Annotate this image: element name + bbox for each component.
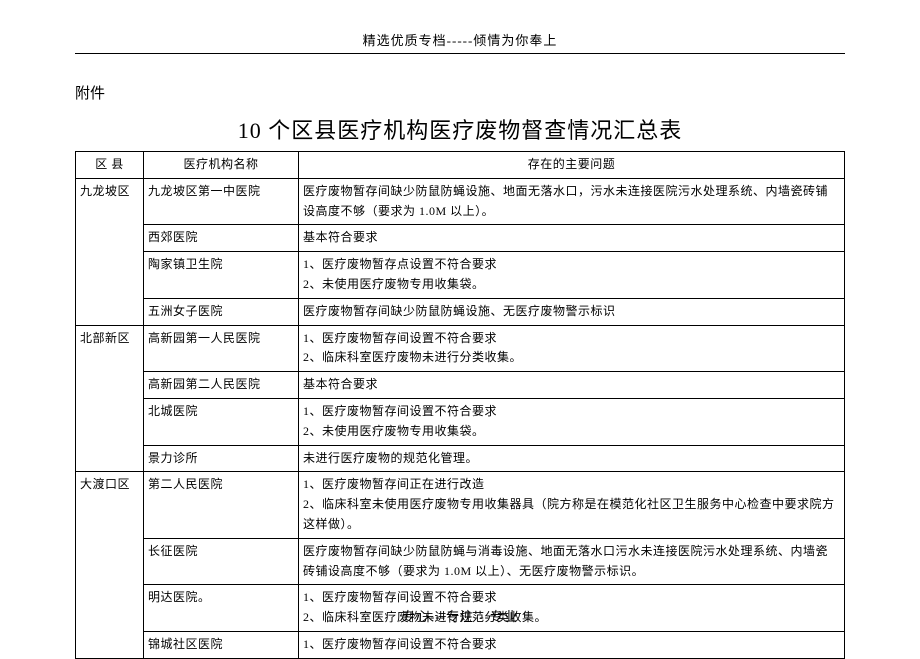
header-divider bbox=[75, 53, 845, 54]
cell-issues: 1、医疗废物暂存点设置不符合要求2、未使用医疗废物专用收集袋。 bbox=[299, 252, 845, 299]
cell-issues: 基本符合要求 bbox=[299, 225, 845, 252]
cell-issues: 1、医疗废物暂存间设置不符合要求 bbox=[299, 631, 845, 658]
cell-issues: 1、医疗废物暂存间正在进行改造2、临床科室未使用医疗废物专用收集器具（院方称是在… bbox=[299, 472, 845, 538]
table-row: 陶家镇卫生院1、医疗废物暂存点设置不符合要求2、未使用医疗废物专用收集袋。 bbox=[76, 252, 845, 299]
cell-hospital: 九龙坡区第一中医院 bbox=[144, 178, 299, 225]
table-row: 景力诊所未进行医疗废物的规范化管理。 bbox=[76, 445, 845, 472]
cell-issues: 基本符合要求 bbox=[299, 372, 845, 399]
cell-district: 九龙坡区 bbox=[76, 178, 144, 325]
cell-issues: 医疗废物暂存间缺少防鼠防蝇设施、无医疗废物警示标识 bbox=[299, 298, 845, 325]
cell-hospital: 高新园第一人民医院 bbox=[144, 325, 299, 372]
page-footer-text: 专心---专注---专业 bbox=[0, 606, 920, 625]
cell-hospital: 西郊医院 bbox=[144, 225, 299, 252]
col-header-hospital: 医疗机构名称 bbox=[144, 152, 299, 179]
col-header-issues: 存在的主要问题 bbox=[299, 152, 845, 179]
table-row: 北城医院1、医疗废物暂存间设置不符合要求2、未使用医疗废物专用收集袋。 bbox=[76, 398, 845, 445]
cell-issues: 医疗废物暂存间缺少防鼠防蝇设施、地面无落水口，污水未连接医院污水处理系统、内墙瓷… bbox=[299, 178, 845, 225]
table-row: 大渡口区第二人民医院1、医疗废物暂存间正在进行改造2、临床科室未使用医疗废物专用… bbox=[76, 472, 845, 538]
table-row: 九龙坡区九龙坡区第一中医院医疗废物暂存间缺少防鼠防蝇设施、地面无落水口，污水未连… bbox=[76, 178, 845, 225]
cell-issues: 1、医疗废物暂存间设置不符合要求2、未使用医疗废物专用收集袋。 bbox=[299, 398, 845, 445]
table-row: 北部新区高新园第一人民医院1、医疗废物暂存间设置不符合要求2、临床科室医疗废物未… bbox=[76, 325, 845, 372]
cell-hospital: 北城医院 bbox=[144, 398, 299, 445]
inspection-table: 区 县 医疗机构名称 存在的主要问题 九龙坡区九龙坡区第一中医院医疗废物暂存间缺… bbox=[75, 151, 845, 659]
page-header-text: 精选优质专档-----倾情为你奉上 bbox=[75, 30, 845, 49]
cell-hospital: 景力诊所 bbox=[144, 445, 299, 472]
attachment-label: 附件 bbox=[75, 82, 845, 103]
table-row: 西郊医院基本符合要求 bbox=[76, 225, 845, 252]
cell-hospital: 长征医院 bbox=[144, 538, 299, 585]
cell-issues: 未进行医疗废物的规范化管理。 bbox=[299, 445, 845, 472]
cell-hospital: 第二人民医院 bbox=[144, 472, 299, 538]
page-title: 10 个区县医疗机构医疗废物督查情况汇总表 bbox=[75, 113, 845, 145]
table-row: 五洲女子医院医疗废物暂存间缺少防鼠防蝇设施、无医疗废物警示标识 bbox=[76, 298, 845, 325]
cell-issues: 1、医疗废物暂存间设置不符合要求2、临床科室医疗废物未进行分类收集。 bbox=[299, 325, 845, 372]
cell-hospital: 高新园第二人民医院 bbox=[144, 372, 299, 399]
cell-issues: 医疗废物暂存间缺少防鼠防蝇与消毒设施、地面无落水口污水未连接医院污水处理系统、内… bbox=[299, 538, 845, 585]
cell-hospital: 锦城社区医院 bbox=[144, 631, 299, 658]
cell-hospital: 陶家镇卫生院 bbox=[144, 252, 299, 299]
table-row: 长征医院医疗废物暂存间缺少防鼠防蝇与消毒设施、地面无落水口污水未连接医院污水处理… bbox=[76, 538, 845, 585]
table-row: 锦城社区医院1、医疗废物暂存间设置不符合要求 bbox=[76, 631, 845, 658]
table-body: 九龙坡区九龙坡区第一中医院医疗废物暂存间缺少防鼠防蝇设施、地面无落水口，污水未连… bbox=[76, 178, 845, 658]
cell-district: 北部新区 bbox=[76, 325, 144, 472]
cell-hospital: 五洲女子医院 bbox=[144, 298, 299, 325]
table-row: 高新园第二人民医院基本符合要求 bbox=[76, 372, 845, 399]
col-header-district: 区 县 bbox=[76, 152, 144, 179]
cell-district: 大渡口区 bbox=[76, 472, 144, 658]
table-header-row: 区 县 医疗机构名称 存在的主要问题 bbox=[76, 152, 845, 179]
